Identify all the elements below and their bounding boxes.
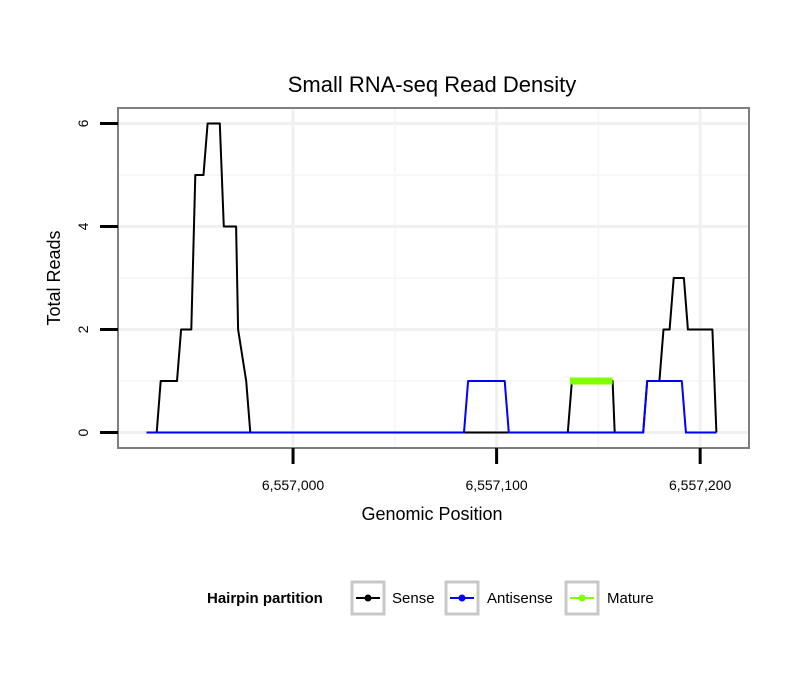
legend-key-point: [364, 594, 372, 602]
legend-label: Mature: [607, 590, 654, 607]
legend-label: Sense: [392, 590, 435, 607]
y-tick-label: 0: [75, 428, 91, 436]
legend: Hairpin partition Sense Antisense Mature: [207, 580, 654, 616]
legend-label: Antisense: [487, 590, 553, 607]
plot-panel: [117, 107, 750, 449]
y-tick-label: 2: [75, 325, 91, 333]
y-tick-label: 6: [75, 119, 91, 127]
x-axis-title: Genomic Position: [361, 504, 502, 524]
legend-title: Hairpin partition: [207, 590, 323, 607]
x-axis: 6,557,000 6,557,100 6,557,200: [262, 448, 731, 493]
legend-entry-antisense: Antisense: [444, 580, 553, 616]
series-line-antisense: [146, 380, 717, 434]
y-axis-title: Total Reads: [44, 230, 64, 325]
x-tick-label: 6,557,000: [262, 477, 324, 493]
chart-title: Small RNA-seq Read Density: [288, 72, 577, 97]
y-axis: 0 2 4 6: [75, 119, 118, 436]
legend-key-point: [458, 594, 466, 602]
x-tick-label: 6,557,200: [669, 477, 731, 493]
y-tick-label: 4: [75, 222, 91, 230]
series-lines: [146, 122, 718, 434]
panel-border: [117, 107, 750, 449]
legend-entry-sense: Sense: [350, 580, 435, 616]
legend-key-point: [578, 594, 586, 602]
x-tick-label: 6,557,100: [465, 477, 527, 493]
legend-entry-mature: Mature: [564, 580, 654, 616]
